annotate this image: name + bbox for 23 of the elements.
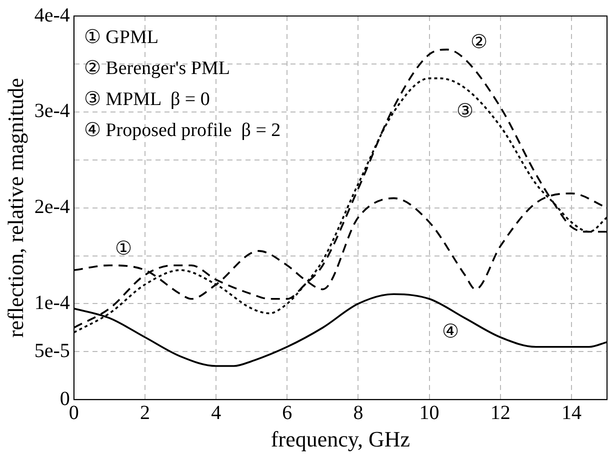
annotation: ④ <box>442 321 460 342</box>
annotation: ② Berenger's PML <box>84 58 230 79</box>
x-tick-label: 12 <box>490 402 510 424</box>
x-tick-label: 2 <box>140 402 150 424</box>
x-tick-label: 8 <box>353 402 364 424</box>
annotation: ② <box>470 32 488 54</box>
x-tick-label: 14 <box>561 402 582 424</box>
annotation: ① <box>114 238 132 260</box>
y-tick-label: 5e-5 <box>34 340 70 362</box>
x-axis-title: frequency, GHz <box>270 426 410 452</box>
y-tick-label: 3e-4 <box>34 100 70 122</box>
annotation: ① GPML <box>84 26 158 48</box>
y-tick-label: 2e-4 <box>34 196 70 218</box>
y-axis-title: reflection, relative magnitude <box>2 78 28 338</box>
y-tick-label: 1e-4 <box>34 292 70 314</box>
x-tick-label: 4 <box>211 402 222 424</box>
annotation: ③ MPML β = 0 <box>84 88 210 110</box>
y-tick-label: 4e-4 <box>34 4 70 26</box>
annotation: ④ Proposed profile β = 2 <box>84 120 281 141</box>
annotation: ③ <box>456 100 474 122</box>
x-tick-label: 10 <box>419 402 440 424</box>
x-tick-label: 6 <box>282 402 292 424</box>
y-tick-label: 0 <box>60 388 70 410</box>
